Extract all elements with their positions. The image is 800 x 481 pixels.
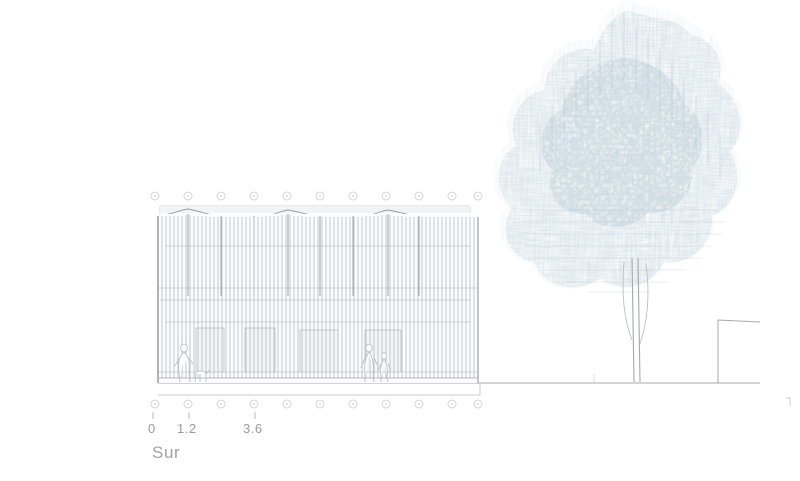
grid-markers-top	[150, 191, 483, 201]
tree-canopy-core	[541, 57, 703, 228]
vertical-louvers	[161, 215, 475, 378]
figure-child	[377, 352, 392, 383]
scale-figures	[174, 343, 392, 383]
scale-tick-label-2: 3.6	[243, 421, 263, 436]
scale-tick-label-0: 0	[148, 421, 156, 436]
facade-outline	[157, 216, 479, 383]
grid-markers-bottom	[150, 399, 483, 409]
view-label-sur: Sur	[152, 443, 180, 462]
tree-trunk	[622, 257, 649, 383]
tree-deciduous	[492, 0, 745, 383]
facade-screen	[158, 214, 478, 383]
figure-person-with-dog	[174, 343, 210, 383]
scale-bar: 0 1.2 3.6	[148, 412, 263, 436]
tree-canopy-strokes	[512, 209, 726, 293]
roof-parapet	[157, 205, 478, 218]
figure-person-standing	[360, 343, 379, 383]
building-elevation	[157, 205, 479, 383]
boundary-wall	[717, 319, 791, 406]
scale-tick-label-1: 1.2	[177, 421, 197, 436]
tree-branch-tips	[539, 12, 721, 180]
